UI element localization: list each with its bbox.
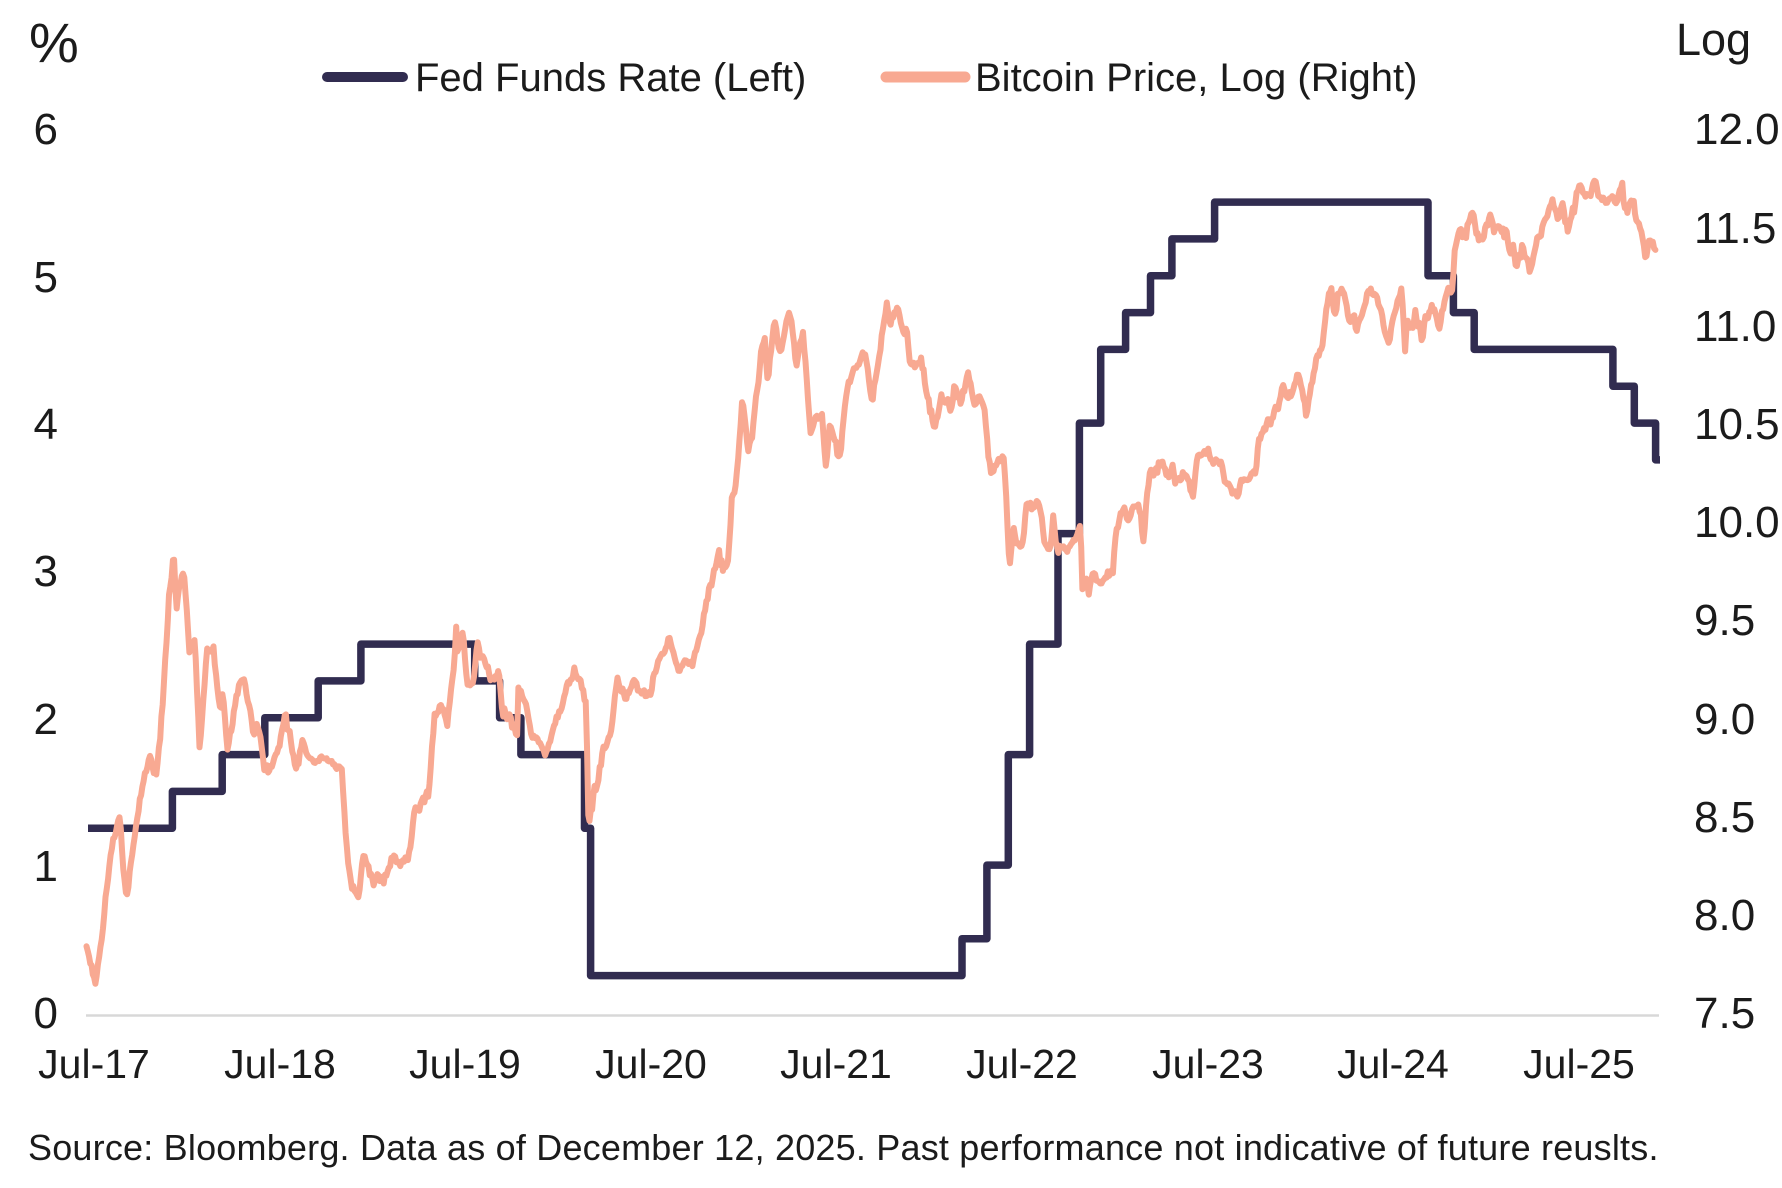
svg-text:8.5: 8.5 xyxy=(1694,793,1755,842)
svg-text:Jul-21: Jul-21 xyxy=(780,1041,892,1087)
svg-text:6: 6 xyxy=(34,105,58,154)
svg-text:7.5: 7.5 xyxy=(1694,989,1755,1038)
svg-text:11.5: 11.5 xyxy=(1694,204,1776,253)
svg-text:Bitcoin Price, Log (Right): Bitcoin Price, Log (Right) xyxy=(975,56,1417,100)
svg-text:12.0: 12.0 xyxy=(1694,105,1780,154)
svg-text:Source: Bloomberg. Data as of: Source: Bloomberg. Data as of December 1… xyxy=(28,1127,1659,1168)
svg-text:2: 2 xyxy=(34,695,58,744)
svg-text:10.0: 10.0 xyxy=(1694,498,1780,547)
svg-text:Jul-20: Jul-20 xyxy=(595,1041,707,1087)
svg-text:Fed Funds Rate (Left): Fed Funds Rate (Left) xyxy=(415,56,806,100)
svg-text:4: 4 xyxy=(34,400,58,449)
svg-text:Jul-17: Jul-17 xyxy=(38,1041,150,1087)
svg-text:5: 5 xyxy=(34,253,58,302)
svg-text:Jul-22: Jul-22 xyxy=(966,1041,1078,1087)
svg-text:%: % xyxy=(29,11,79,74)
svg-text:8.0: 8.0 xyxy=(1694,891,1755,940)
svg-text:Jul-25: Jul-25 xyxy=(1523,1041,1635,1087)
svg-text:Jul-18: Jul-18 xyxy=(224,1041,336,1087)
svg-text:10.5: 10.5 xyxy=(1694,400,1780,449)
svg-text:3: 3 xyxy=(34,547,58,596)
svg-text:0: 0 xyxy=(34,989,58,1038)
svg-text:11.0: 11.0 xyxy=(1694,302,1776,351)
svg-text:Log: Log xyxy=(1676,14,1751,65)
svg-text:1: 1 xyxy=(34,842,58,891)
svg-text:Jul-23: Jul-23 xyxy=(1152,1041,1264,1087)
svg-text:Jul-24: Jul-24 xyxy=(1337,1041,1449,1087)
svg-text:Jul-19: Jul-19 xyxy=(409,1041,521,1087)
svg-text:9.5: 9.5 xyxy=(1694,596,1755,645)
svg-text:9.0: 9.0 xyxy=(1694,695,1755,744)
